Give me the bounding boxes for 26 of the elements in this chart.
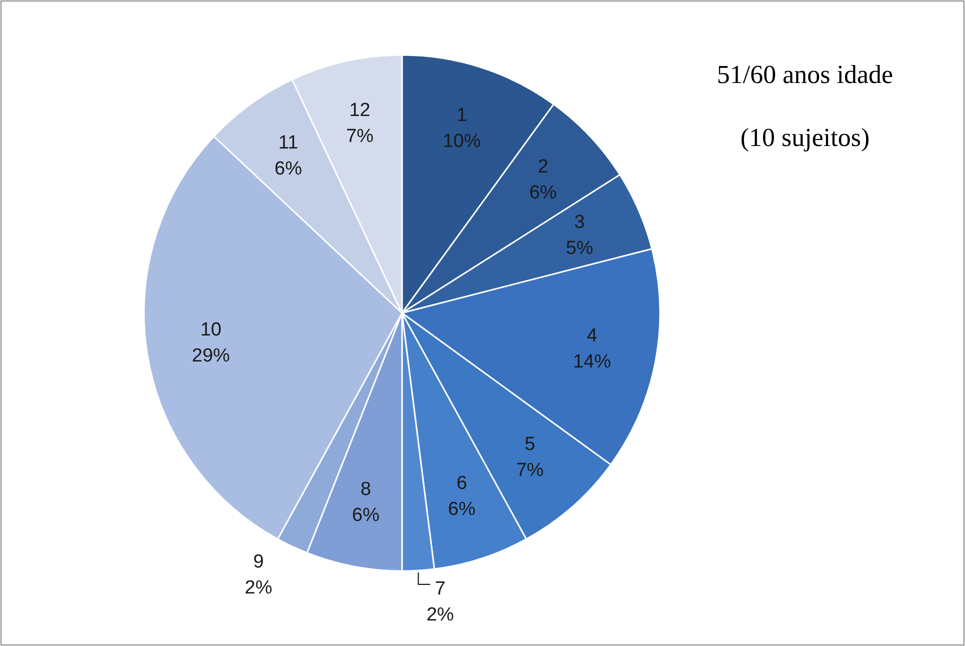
slice-label: 8 bbox=[360, 479, 372, 500]
data-label: 6% bbox=[448, 499, 476, 520]
data-label: 14% bbox=[573, 351, 612, 372]
text: (10 sujeitos) bbox=[740, 123, 870, 152]
data-label: 6% bbox=[352, 505, 380, 526]
data-label: 2% bbox=[426, 604, 454, 626]
slice-label: 6 bbox=[456, 473, 468, 494]
data-label: 7% bbox=[516, 460, 544, 482]
slice-label: 10 bbox=[200, 319, 222, 340]
slice-label: 3 bbox=[574, 212, 585, 234]
data-label: 5% bbox=[566, 238, 594, 260]
data-label: 6% bbox=[529, 182, 557, 204]
slice-label: 4 bbox=[586, 325, 598, 346]
slice-label: 2 bbox=[538, 156, 548, 178]
slice-label: 12 bbox=[349, 100, 370, 122]
data-label: 7% bbox=[346, 126, 374, 148]
data-label: 10% bbox=[442, 130, 481, 152]
slice-label: 7 bbox=[434, 578, 446, 600]
data-label: 29% bbox=[192, 345, 230, 366]
slice-label: 1 bbox=[456, 104, 468, 126]
slice-label: 9 bbox=[253, 551, 264, 572]
data-label: 6% bbox=[274, 158, 302, 180]
data-label: 2% bbox=[244, 577, 272, 598]
slice-label: 5 bbox=[524, 434, 536, 456]
slice-label: 11 bbox=[278, 132, 298, 154]
text: 51/60 anos idade bbox=[716, 60, 894, 89]
